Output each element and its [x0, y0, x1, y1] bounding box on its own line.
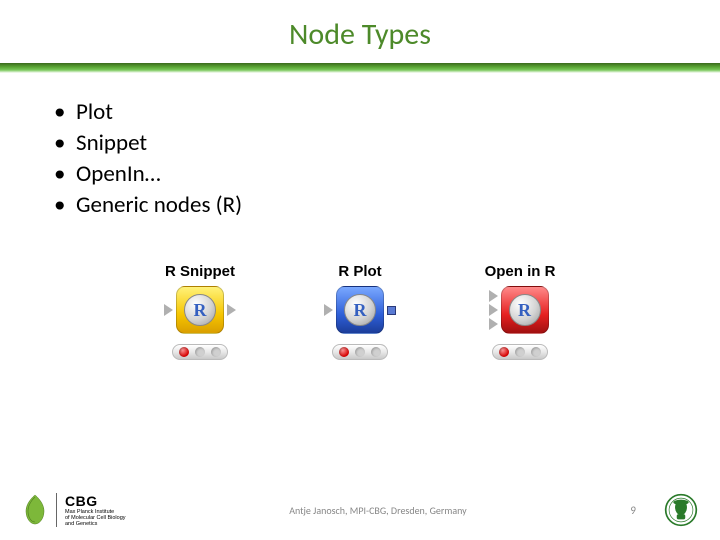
org-line: and Genetics	[65, 521, 126, 527]
content-area: Plot Snippet OpenIn… Generic nodes (R) R…	[0, 73, 720, 360]
light-red-icon	[179, 347, 189, 357]
footer-left: CBG Max Planck Institute of Molecular Ce…	[22, 493, 126, 527]
slide-title: Node Types	[0, 0, 720, 63]
light-icon	[515, 347, 525, 357]
traffic-light	[172, 344, 228, 360]
port-in-icon	[164, 304, 173, 316]
org-abbrev: CBG	[65, 493, 126, 509]
port-out-icon	[387, 306, 396, 315]
port-in-icon	[489, 304, 498, 316]
in-ports	[164, 304, 173, 316]
footer-attribution: Antje Janosch, MPI-CBG, Dresden, Germany	[126, 504, 631, 517]
node-open-in-r: Open in R R	[450, 263, 590, 360]
r-icon: R	[509, 294, 541, 326]
light-red-icon	[499, 347, 509, 357]
light-red-icon	[339, 347, 349, 357]
port-in-icon	[324, 304, 333, 316]
node-box: R	[176, 286, 224, 334]
node-label: Open in R	[450, 263, 590, 280]
node-box: R	[336, 286, 384, 334]
node-label: R Plot	[290, 263, 430, 280]
node-body: R	[290, 286, 430, 334]
footer: CBG Max Planck Institute of Molecular Ce…	[0, 480, 720, 540]
nodes-row: R Snippet R	[50, 263, 670, 360]
light-icon	[211, 347, 221, 357]
r-icon: R	[344, 294, 376, 326]
node-body: R	[130, 286, 270, 334]
light-icon	[195, 347, 205, 357]
light-icon	[531, 347, 541, 357]
node-r-snippet: R Snippet R	[130, 263, 270, 360]
bullet-item: OpenIn…	[50, 159, 670, 190]
traffic-light	[332, 344, 388, 360]
port-out-icon	[227, 304, 236, 316]
light-icon	[371, 347, 381, 357]
bullet-item: Plot	[50, 97, 670, 128]
title-rule	[0, 63, 720, 73]
node-label: R Snippet	[130, 263, 270, 280]
r-icon: R	[184, 294, 216, 326]
minerva-logo-icon	[664, 493, 698, 527]
port-in-icon	[489, 290, 498, 302]
node-box: R	[501, 286, 549, 334]
node-r-plot: R Plot R	[290, 263, 430, 360]
bullet-item: Generic nodes (R)	[50, 190, 670, 221]
page-number: 9	[630, 504, 636, 517]
cbg-logo-icon	[22, 494, 48, 526]
light-icon	[355, 347, 365, 357]
bullet-list: Plot Snippet OpenIn… Generic nodes (R)	[50, 97, 670, 221]
in-ports	[489, 290, 498, 330]
footer-divider	[56, 493, 57, 527]
traffic-light	[492, 344, 548, 360]
out-ports	[227, 304, 236, 316]
in-ports	[324, 304, 333, 316]
bullet-item: Snippet	[50, 128, 670, 159]
org-text: CBG Max Planck Institute of Molecular Ce…	[65, 493, 126, 527]
node-body: R	[450, 286, 590, 334]
port-in-icon	[489, 318, 498, 330]
out-ports	[387, 306, 396, 315]
